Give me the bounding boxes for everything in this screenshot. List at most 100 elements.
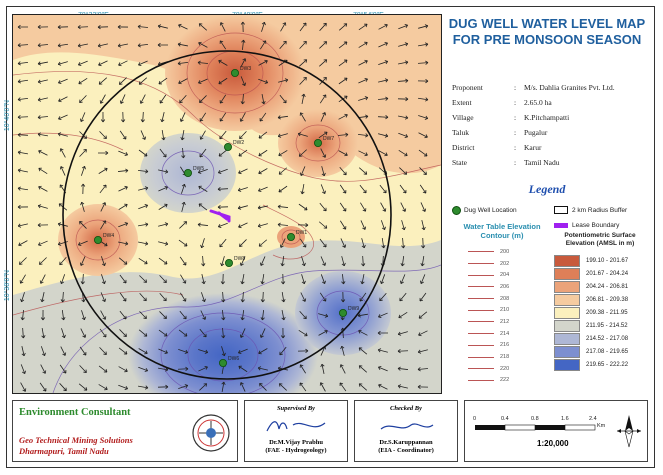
scale-ratio: 1:20,000: [537, 439, 569, 448]
color-swatch: [554, 332, 580, 345]
contour-legend-item: 218: [468, 351, 548, 363]
scale-box: 0 0.4 0.8 1.6 2.4 Km 1:20,000: [464, 400, 648, 462]
checker-name: Dr.S.Karuppannan (EIA - Coordinator): [378, 439, 434, 454]
map-sheet-frame: [6, 6, 655, 468]
color-swatch: [554, 319, 580, 332]
color-swatch: [554, 345, 580, 358]
map-canvas[interactable]: DW3 DW5 DW7 DW2 DW4 DW1 DW8 DW6 DW9: [12, 14, 442, 394]
consultant-box: Environment Consultant Geo Technical Min…: [12, 400, 238, 462]
scale-tick-1: 0.4: [501, 416, 509, 422]
legend-lease: Lease Boundary: [554, 222, 619, 229]
info-key: Taluk: [452, 128, 469, 137]
color-swatch: [554, 254, 580, 267]
well-markers: DW3 DW5 DW7 DW2 DW4 DW1 DW8 DW6 DW9: [94, 66, 359, 367]
well-dw9[interactable]: DW9: [338, 306, 359, 317]
info-value: K.Pitchampatti: [524, 113, 570, 122]
zone-dw6: [128, 293, 318, 393]
info-key: State: [452, 158, 467, 167]
svg-text:DW7: DW7: [323, 136, 334, 142]
svg-text:DW3: DW3: [240, 66, 251, 72]
info-key: Village: [452, 113, 474, 122]
info-row: Extent:2.65.0 ha: [446, 95, 646, 110]
supervised-box: Supervised By Dr.M.Vijay Prabhu (FAE - H…: [244, 400, 348, 462]
info-value: M/s. Dahlia Granites Pvt. Ltd.: [524, 83, 615, 92]
svg-text:DW9: DW9: [348, 306, 359, 312]
info-row: Taluk: Pugalur: [446, 125, 646, 140]
info-key: Proponent: [452, 83, 483, 92]
potentiometric-legend-item: 206.81 - 209.38: [554, 293, 650, 306]
contour-legend-item: 204: [468, 269, 548, 281]
dug-well-icon: [452, 206, 461, 215]
scale-bar: [475, 424, 596, 431]
potentiometric-legend-item: 209.38 - 211.95: [554, 306, 650, 319]
coord-left-1: 10°40'0"N: [4, 100, 11, 132]
well-dw1[interactable]: DW1: [286, 230, 307, 241]
legend-lease-label: Lease Boundary: [572, 222, 620, 229]
contour-legend-item: 222: [468, 375, 548, 387]
info-row: District: Karur: [446, 140, 646, 155]
lease-boundary[interactable]: [209, 209, 231, 223]
contour-legend-item: 216: [468, 340, 548, 352]
well-dw7[interactable]: DW7: [313, 136, 334, 148]
legend-radius: 2 km Radius Buffer: [554, 206, 627, 214]
color-swatch: [554, 358, 580, 371]
info-value: 2.65.0 ha: [524, 98, 552, 107]
contour-legend-item: 210: [468, 304, 548, 316]
water-level-map: DW3 DW5 DW7 DW2 DW4 DW1 DW8 DW6 DW9: [13, 15, 441, 393]
radius-buffer-2km: [62, 50, 392, 380]
well-dw6[interactable]: DW6: [218, 356, 239, 367]
contour-legend-item: 212: [468, 316, 548, 328]
coord-left-2: 10°38'0"N: [4, 270, 11, 302]
potentiometric-legend-item: 217.08 - 219.65: [554, 345, 650, 358]
contour-lines: [13, 32, 441, 316]
scale-unit: Km: [597, 423, 606, 429]
color-swatch: [554, 280, 580, 293]
contour-legend-item: 206: [468, 281, 548, 293]
legend-title: Legend: [528, 182, 566, 196]
well-dw5[interactable]: DW5: [183, 166, 204, 177]
legend-radius-label: 2 km Radius Buffer: [572, 206, 628, 214]
scale-tick-2: 0.8: [531, 416, 539, 422]
info-value: Tamil Nadu: [524, 158, 560, 167]
lease-boundary-icon: [554, 223, 568, 228]
potentiometric-legend-item: 211.95 - 214.52: [554, 319, 650, 332]
color-swatch: [554, 267, 580, 280]
legend-dug-well: Dug Well Location: [452, 206, 517, 215]
contour-legend-item: 220: [468, 363, 548, 375]
consultant-title: Environment Consultant: [19, 407, 131, 418]
water-table-title: Water Table Elevation Contour (m): [463, 222, 541, 240]
well-dw8[interactable]: DW8: [224, 256, 245, 267]
potentiometric-title: Potentiometric Surface Elevation (AMSL i…: [564, 232, 636, 247]
svg-text:DW1: DW1: [296, 230, 307, 236]
checker-signature: [380, 423, 434, 430]
info-value: Karur: [524, 143, 542, 152]
color-swatch: [554, 293, 580, 306]
well-dw4[interactable]: DW4: [94, 233, 114, 244]
potentiometric-legend-item: 201.67 - 204.24: [554, 267, 650, 280]
contour-legend-item: 202: [468, 258, 548, 270]
project-info-table: Proponent: M/s. Dahlia Granites Pvt. Ltd.…: [446, 80, 646, 170]
color-swatch: [554, 306, 580, 319]
svg-text:DW6: DW6: [228, 356, 239, 362]
svg-text:DW4: DW4: [103, 233, 114, 239]
consultant-subtitle: Geo Technical Mining Solutions Dharmapur…: [19, 435, 133, 456]
legend-panel: DUG WELL WATER LEVEL MAP FOR PRE MONSOON…: [446, 14, 648, 392]
svg-text:DW5: DW5: [193, 166, 204, 172]
info-key: Extent: [452, 98, 472, 107]
checked-box: Checked By Dr.S.Karuppannan (EIA - Coord…: [354, 400, 458, 462]
supervisor-name: Dr.M.Vijay Prabhu (FAE - Hydrogeology): [265, 439, 327, 454]
well-dw3[interactable]: DW3: [230, 66, 251, 78]
supervised-label: Supervised By: [276, 405, 316, 412]
scale-tick-3: 1.6: [561, 416, 569, 422]
svg-text:DW8: DW8: [234, 256, 245, 262]
svg-text:DW2: DW2: [233, 140, 244, 146]
checked-label: Checked By: [390, 405, 422, 412]
contour-legend: 200 202 204 206 208 210 212 214 216 218 220 222: [468, 246, 548, 386]
scale-tick-4: 2.4: [589, 416, 597, 422]
potentiometric-legend: 199.10 - 201.67 201.67 - 204.24 204.24 - 2…: [554, 254, 650, 371]
well-dw2[interactable]: DW2: [223, 140, 244, 151]
potentiometric-legend-item: 199.10 - 201.67: [554, 254, 650, 267]
legend-dug-well-label: Dug Well Location: [464, 207, 517, 214]
scale-tick-0: 0: [473, 416, 477, 422]
info-row: State: Tamil Nadu: [446, 155, 646, 170]
